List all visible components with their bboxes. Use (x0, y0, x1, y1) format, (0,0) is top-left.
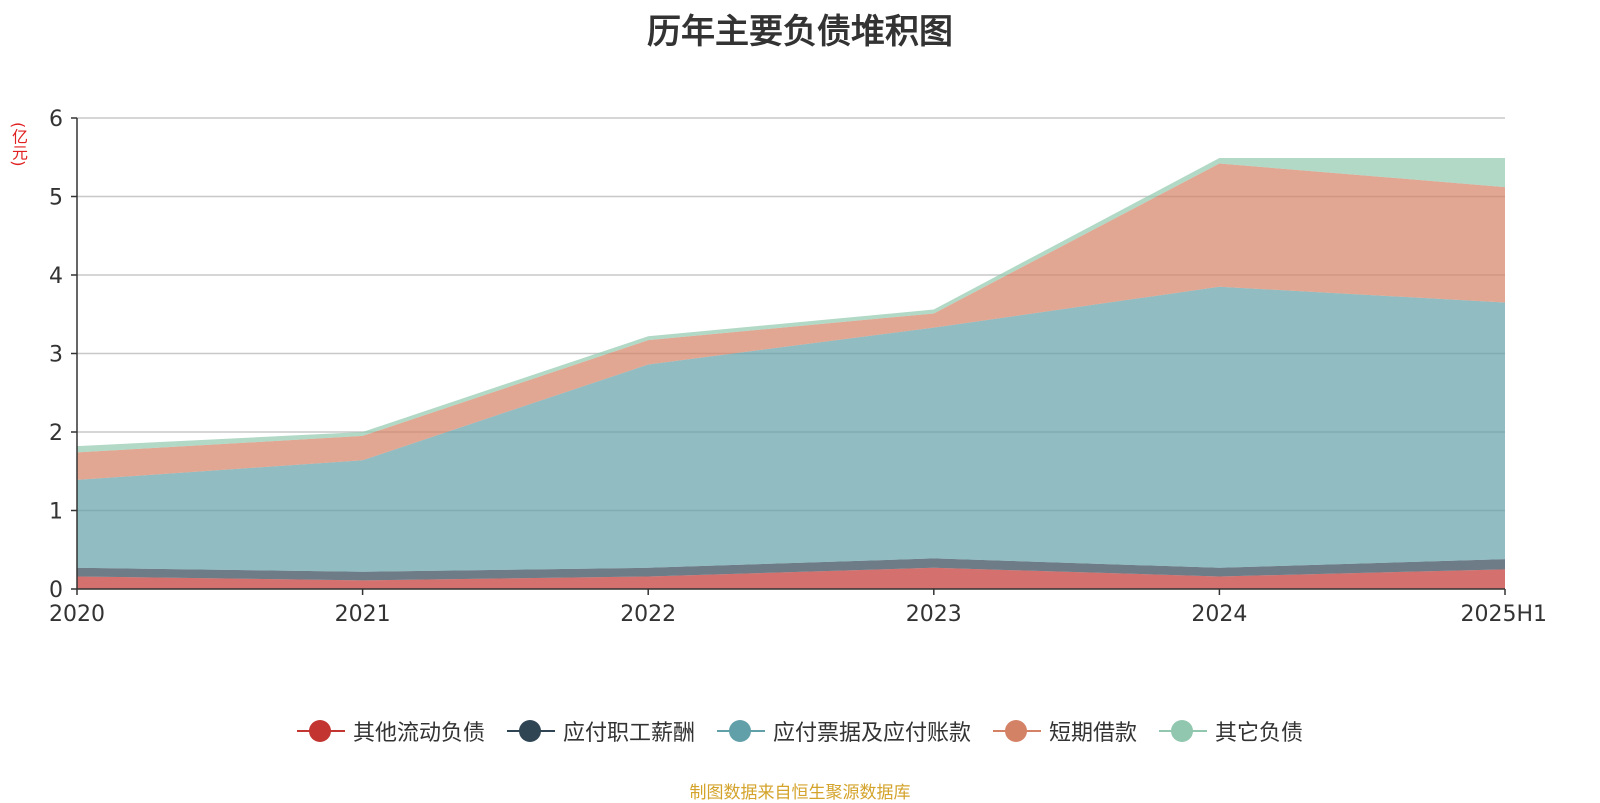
legend-marker-icon (297, 719, 345, 743)
legend-label: 应付票据及应付账款 (773, 715, 971, 747)
legend-item[interactable]: 应付票据及应付账款 (717, 715, 971, 747)
source-note: 制图数据来自恒生聚源数据库 (0, 778, 1600, 803)
area-series (77, 158, 1505, 589)
legend-item[interactable]: 其它负债 (1159, 715, 1303, 747)
legend: 其他流动负债 应付职工薪酬 应付票据及应付账款 短期借款 其它负债 (0, 715, 1600, 747)
x-tick-label: 2020 (49, 602, 105, 627)
legend-marker-icon (717, 719, 765, 743)
legend-marker-icon (507, 719, 555, 743)
legend-label: 应付职工薪酬 (563, 715, 695, 747)
legend-label: 其他流动负债 (353, 715, 485, 747)
legend-item[interactable]: 短期借款 (993, 715, 1137, 747)
y-tick-label: 1 (49, 500, 63, 525)
y-tick-label: 6 (49, 107, 63, 132)
x-tick-label: 2022 (620, 602, 676, 627)
legend-item[interactable]: 其他流动负债 (297, 715, 485, 747)
y-tick-label: 5 (49, 186, 63, 211)
x-tick-label: 2024 (1191, 602, 1247, 627)
y-tick-label: 4 (49, 264, 63, 289)
stacked-area-chart: 0 1 2 3 4 5 6 2020 2021 2022 2023 2024 2025H1 (0, 0, 1600, 700)
legend-marker-icon (993, 719, 1041, 743)
legend-marker-icon (1159, 719, 1207, 743)
legend-label: 短期借款 (1049, 715, 1137, 747)
x-tick-label: 2025H1 (1460, 602, 1547, 627)
legend-item[interactable]: 应付职工薪酬 (507, 715, 695, 747)
legend-label: 其它负债 (1215, 715, 1303, 747)
x-tick-label: 2023 (906, 602, 962, 627)
y-tick-label: 3 (49, 343, 63, 368)
y-tick-label: 2 (49, 421, 63, 446)
x-tick-label: 2021 (335, 602, 391, 627)
y-tick-label: 0 (49, 578, 63, 603)
